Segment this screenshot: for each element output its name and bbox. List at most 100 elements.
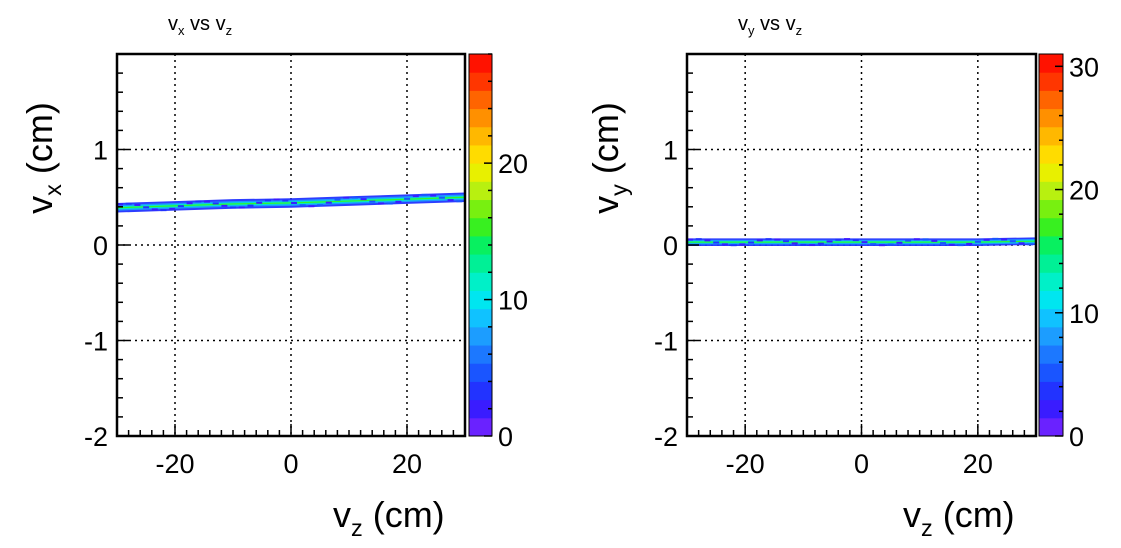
color-bar-segment [469, 272, 492, 291]
x-tick-label: -20 [155, 449, 194, 479]
data-bin [931, 239, 938, 242]
data-bin [395, 200, 402, 203]
color-bar-segment [469, 254, 492, 273]
data-bin [238, 206, 245, 209]
data-bin [870, 243, 877, 246]
data-bin [404, 197, 411, 200]
color-bar-segment [1039, 181, 1063, 201]
color-bar-segment [1039, 363, 1063, 382]
color-bar-segment [469, 381, 492, 401]
data-bin [844, 238, 851, 241]
data-bin [765, 238, 772, 241]
data-bin [835, 238, 842, 241]
color-bar-segment [1039, 54, 1063, 73]
data-bin [317, 204, 324, 207]
y-tick-label: 0 [93, 231, 108, 261]
data-bin [299, 204, 306, 207]
data-bin [992, 237, 999, 240]
x-tick-label: -20 [726, 449, 765, 479]
data-bin [826, 240, 833, 243]
data-bin [369, 200, 376, 203]
color-bar-segment [1039, 326, 1063, 346]
color-bar-frame [1038, 53, 1064, 437]
data-bin [800, 243, 807, 246]
data-bin [360, 198, 367, 201]
data-bin [739, 243, 746, 246]
data-bin [1001, 238, 1008, 241]
data-bin [791, 242, 798, 245]
color-bar-tick-label: 20 [1069, 176, 1099, 206]
data-bin [151, 208, 158, 211]
x-tick-label: 0 [283, 449, 298, 479]
color-bar-tick-label: 0 [498, 422, 513, 452]
data-bin [721, 243, 728, 246]
color-bar-segment [469, 217, 492, 237]
data-bin [291, 201, 297, 204]
x-axis-label: vz (cm) [333, 494, 445, 541]
y-tick-label: 1 [93, 136, 108, 166]
color-bar-segment [469, 144, 492, 164]
data-bin [983, 238, 990, 241]
color-bar-segment [1039, 345, 1063, 364]
data-bin [430, 194, 437, 197]
data-bin [273, 198, 280, 201]
data-bin [143, 206, 150, 209]
data-bin [940, 242, 947, 245]
color-bar-segment [1039, 290, 1063, 310]
x-tick-label: 20 [963, 449, 993, 479]
color-bar-segment [1039, 126, 1063, 146]
data-bin [782, 240, 789, 243]
data-bin [334, 198, 341, 201]
color-bar-tick-label: 0 [1069, 422, 1084, 452]
color-bar: 0 10 20 30 [1038, 52, 1099, 452]
color-bar-segment [469, 72, 492, 91]
y-tick-label: -2 [84, 422, 108, 452]
data-bin [887, 243, 894, 246]
data-bin [456, 200, 463, 203]
color-bar-segment [1039, 308, 1063, 328]
data-bin [817, 242, 824, 245]
data-bin [378, 202, 384, 205]
x-axis-label: vz (cm) [903, 494, 1015, 541]
data-bin [195, 200, 202, 203]
color-bar-tick-label: 30 [1069, 52, 1099, 82]
color-bar: 0 10 20 [468, 53, 528, 452]
y-tick-label: -2 [654, 422, 678, 452]
x-tick-label: 20 [392, 449, 422, 479]
data-bin [913, 238, 920, 241]
data-bin [704, 239, 711, 242]
chart-panel-1: -20 0 20 -2 -1 0 1 vy vs vz vz (cm) vy (cm) 0 10 20 3… [585, 13, 1099, 541]
color-bar-segment [1039, 199, 1063, 219]
data-bin [177, 205, 184, 208]
data-bin [852, 239, 859, 242]
y-axis-label: vy (cm) [585, 102, 632, 214]
color-bar-segment [1039, 272, 1063, 291]
color-bar-segment [469, 308, 492, 328]
data-bin [421, 193, 428, 196]
data-bin [966, 242, 973, 245]
y-axis-label: vx (cm) [19, 102, 66, 214]
data-bin [169, 207, 176, 210]
data-bin [325, 201, 332, 204]
color-bar-tick-label: 10 [1069, 299, 1099, 329]
data-bin [264, 199, 271, 202]
color-bar-segment [1039, 399, 1063, 419]
data-bin [134, 203, 141, 206]
data-bin [412, 195, 419, 198]
data-bin [247, 204, 254, 207]
data-bin [878, 244, 885, 247]
data-bin [948, 243, 955, 246]
data-bin [343, 196, 350, 199]
color-bar-segment [469, 399, 492, 419]
color-bar-segment [469, 126, 492, 146]
color-bar-tick-label: 10 [498, 286, 528, 316]
color-bar-segment [469, 163, 492, 182]
data-bin [186, 202, 193, 205]
data-bin [308, 205, 315, 208]
data-bin [687, 238, 693, 241]
chart-panel-0: -20 0 20 -2 -1 0 1 vx vs vz vz (cm) vx (cm) 0 10 20 [19, 13, 528, 541]
data-bin [230, 206, 237, 209]
color-bar-segment [469, 363, 492, 382]
data-bin [695, 238, 702, 241]
